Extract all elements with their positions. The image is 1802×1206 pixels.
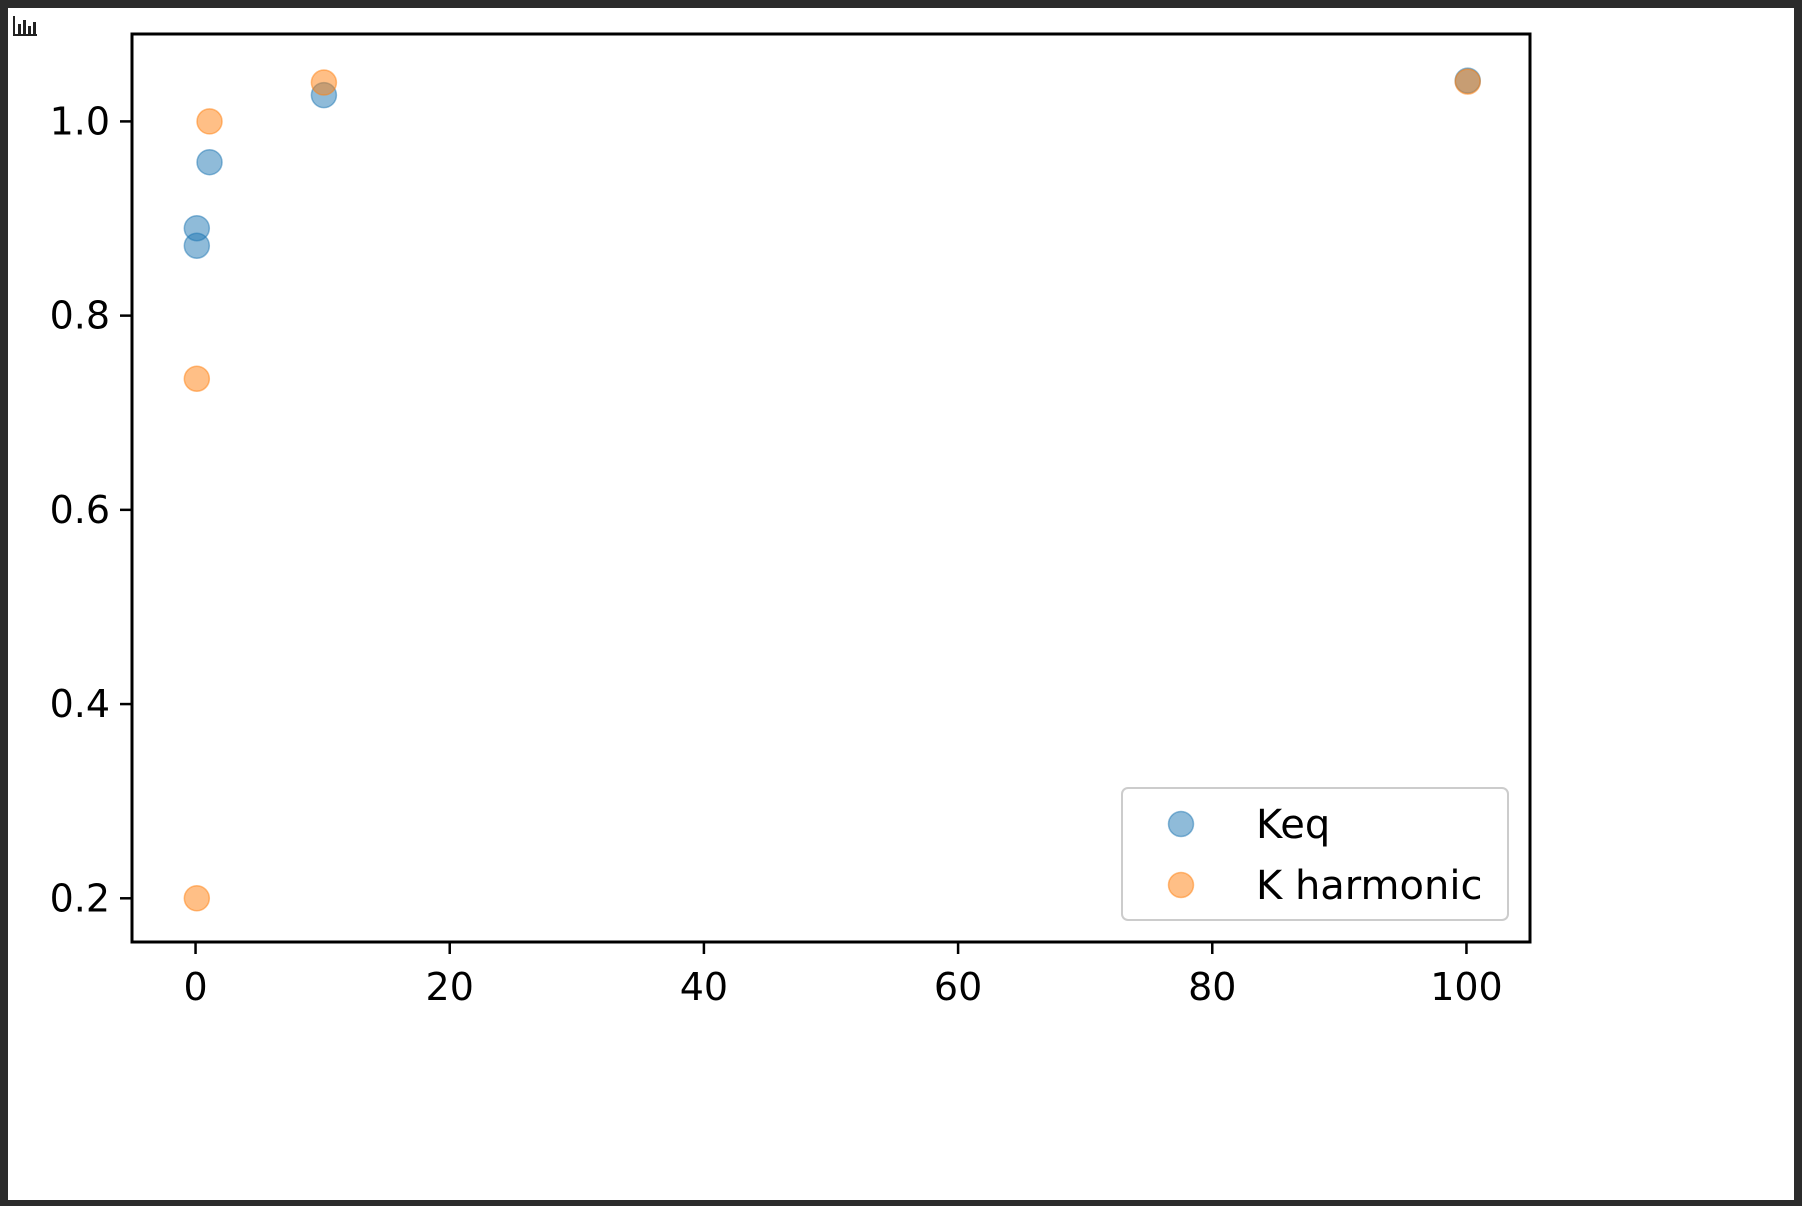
bar-chart-icon[interactable]: [12, 14, 40, 40]
scatter-point-k-harmonic: [183, 365, 211, 392]
x-tick-label: 20: [426, 965, 474, 1009]
scatter-chart: 0 20 40 60 80 100 0.2 0.4 0.6 0.8 1.0 Keq K harmon…: [50, 32, 1532, 1009]
y-tick-label: 0.8: [50, 294, 110, 338]
x-tick-label: 100: [1430, 965, 1503, 1009]
x-tick-label: 40: [680, 965, 728, 1009]
y-axis: 0.2 0.4 0.6 0.8 1.0: [50, 99, 132, 920]
y-tick-label: 0.2: [50, 876, 110, 920]
legend-box: [1121, 787, 1509, 921]
x-tick-label: 60: [934, 965, 982, 1009]
axes-frame: [130, 32, 1532, 944]
scatter-point-keq: [183, 214, 211, 242]
legend-marker: [1167, 871, 1195, 899]
legend-marker: [1167, 810, 1195, 838]
scatter-point-keq: [196, 148, 223, 176]
y-tick-label: 0.4: [50, 682, 110, 726]
y-tick-label: 1.0: [50, 99, 110, 143]
x-tick-label: 80: [1188, 965, 1236, 1009]
legend: Keq K harmonic: [1121, 787, 1509, 921]
scatter-point-k-harmonic: [196, 108, 223, 135]
x-tick-label: 0: [183, 965, 207, 1009]
scatter-point-k-harmonic: [183, 885, 211, 912]
figure-canvas: 0 20 40 60 80 100 0.2 0.4 0.6 0.8 1.0 Keq K harmon…: [8, 8, 1794, 1200]
scatter-point-k-harmonic: [1454, 68, 1481, 95]
scatter-point-k-harmonic: [310, 69, 338, 96]
x-axis: 0 20 40 60 80 100: [183, 942, 1503, 1009]
y-tick-label: 0.6: [50, 488, 110, 532]
legend-label: Keq: [1256, 802, 1330, 848]
legend-label: K harmonic: [1256, 863, 1482, 909]
